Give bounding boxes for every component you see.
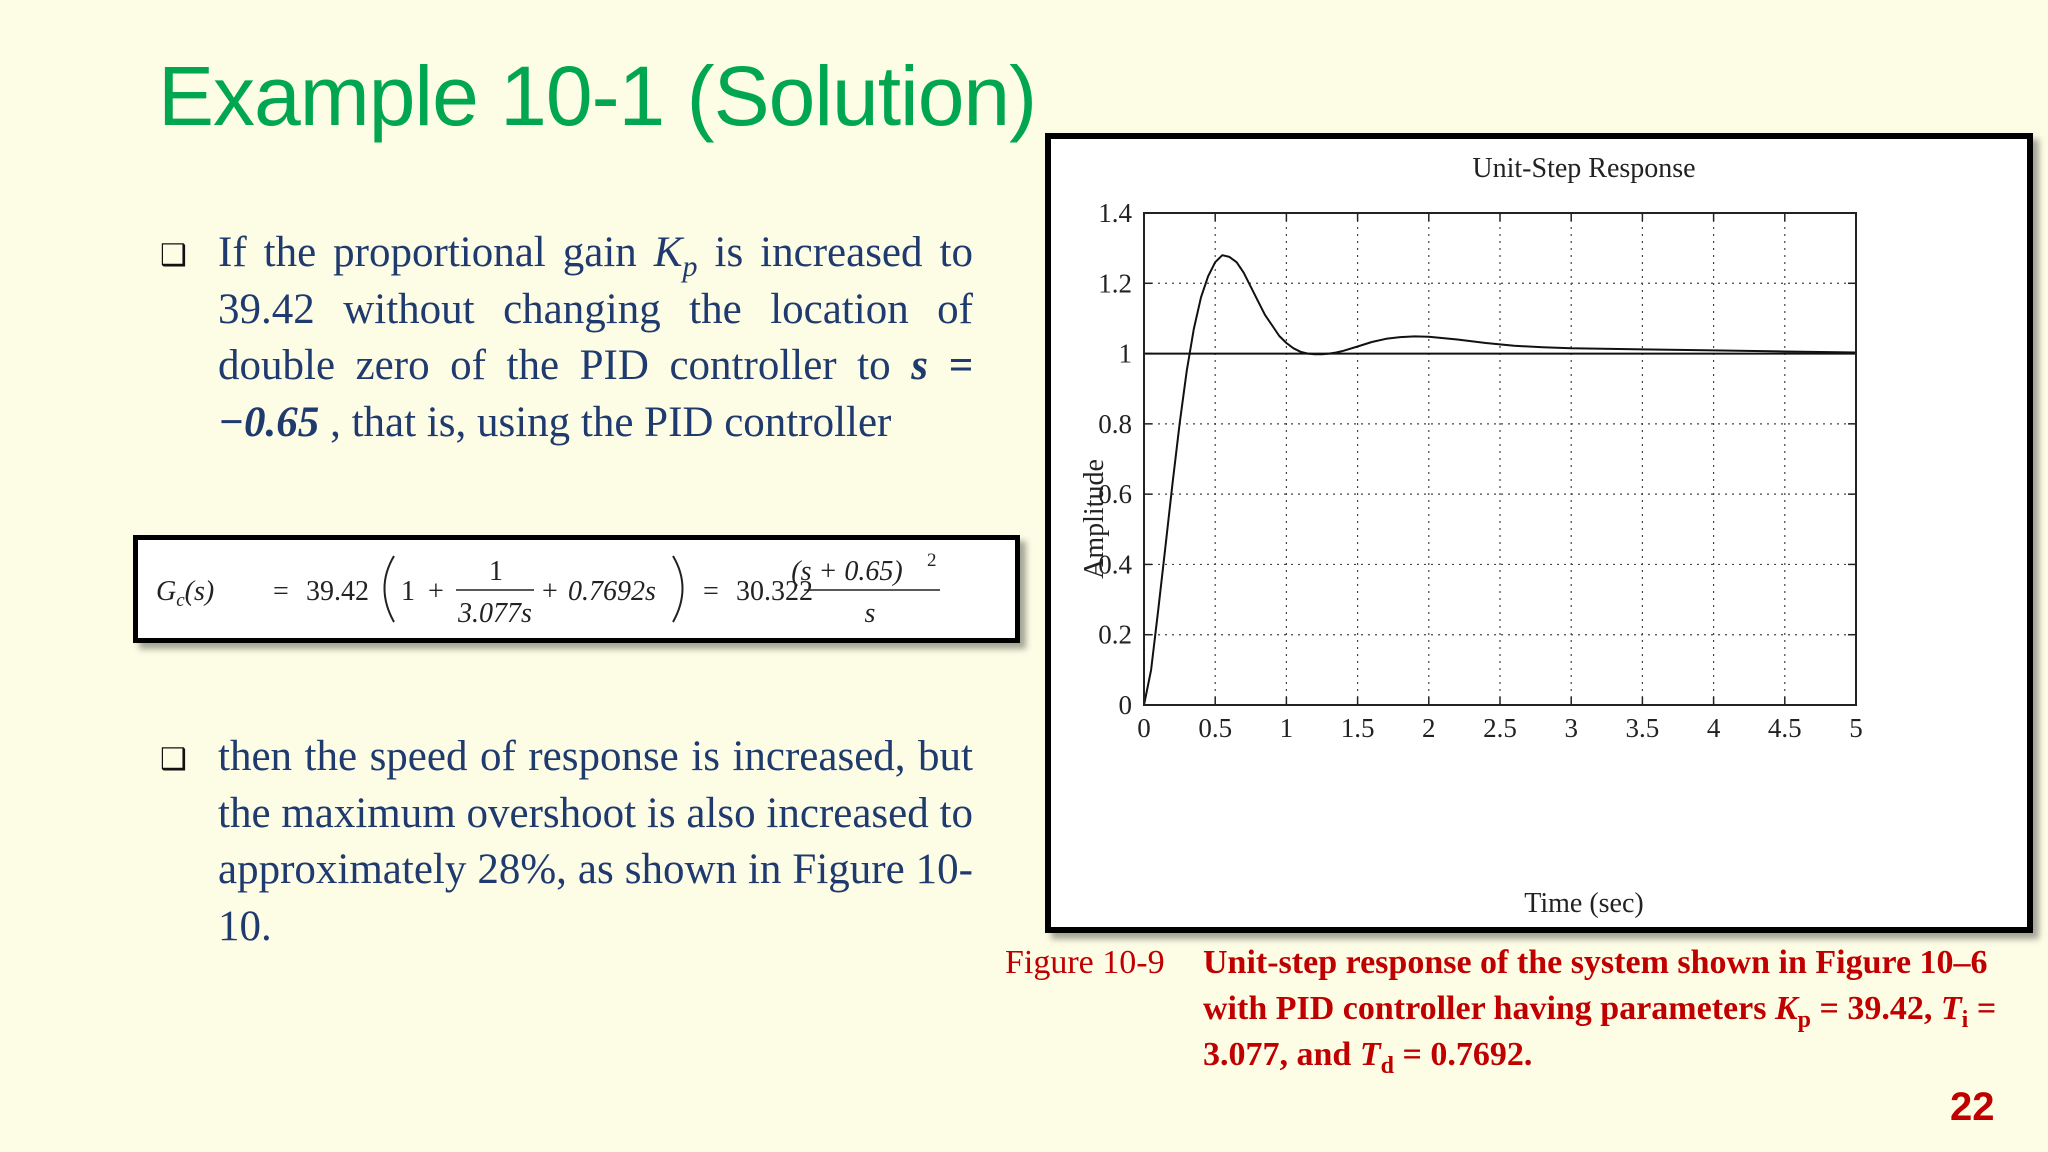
y-tick-label: 1 bbox=[1119, 339, 1133, 369]
caption-td-var: T bbox=[1359, 1036, 1381, 1073]
zero-location-math: s = −0.65 bbox=[218, 342, 973, 446]
y-tick-label: 1.2 bbox=[1098, 268, 1132, 298]
pid-equation: Gc(s) = 39.42 1 + 1 3.077s + 0.7692s = 3… bbox=[156, 550, 940, 629]
pid-equation-box: Gc(s) = 39.42 1 + 1 3.077s + 0.7692s = 3… bbox=[133, 535, 1020, 643]
eq-lhs: G bbox=[156, 576, 176, 607]
eq-frac1-num: 1 bbox=[489, 556, 503, 587]
x-tick-label: 0.5 bbox=[1198, 713, 1232, 743]
bullet1-text-c: , that is, using the PID controller bbox=[319, 398, 892, 446]
caption-text-d: = 0.7692. bbox=[1393, 1036, 1533, 1073]
x-tick-label: 1 bbox=[1280, 713, 1294, 743]
caption-text-a: Unit-step response of the system shown i… bbox=[1203, 944, 1988, 1027]
eq-gain: 39.42 bbox=[306, 576, 369, 607]
y-axis-label: Amplitude bbox=[1079, 459, 1110, 579]
x-tick-label: 3 bbox=[1564, 713, 1578, 743]
svg-text:Gc(s): Gc(s) bbox=[156, 576, 214, 611]
bullet-paragraph-2: then the speed of response is increased,… bbox=[218, 733, 973, 950]
chart-title: Unit-Step Response bbox=[1472, 153, 1695, 184]
caption-ti-var: T bbox=[1940, 990, 1962, 1027]
x-tick-label: 4 bbox=[1707, 713, 1721, 743]
y-tick-label: 1.4 bbox=[1098, 198, 1132, 228]
x-tick-label: 4.5 bbox=[1768, 713, 1802, 743]
eq-deriv-term: 0.7692s bbox=[568, 576, 656, 607]
x-tick-label: 2 bbox=[1422, 713, 1436, 743]
x-tick-label: 3.5 bbox=[1626, 713, 1660, 743]
eq-one: 1 bbox=[401, 576, 415, 607]
eq-frac1-den: 3.077s bbox=[457, 598, 532, 629]
caption-ti-sub: i bbox=[1961, 1007, 1969, 1033]
eq-equals-2: = bbox=[703, 576, 719, 607]
eq-gain-2: 30.322 bbox=[736, 576, 813, 607]
square-bullet-icon: ❑ bbox=[160, 238, 187, 273]
page-number: 22 bbox=[1950, 1085, 1995, 1129]
eq-frac2-exp: 2 bbox=[927, 550, 937, 571]
square-bullet-icon: ❑ bbox=[160, 742, 187, 777]
eq-lhs-arg: (s) bbox=[185, 576, 215, 607]
x-tick-label: 5 bbox=[1849, 713, 1863, 743]
y-tick-label: 0.8 bbox=[1098, 409, 1132, 439]
y-tick-label: 0.4 bbox=[1098, 549, 1132, 579]
caption-label: Figure 10-9 bbox=[1005, 944, 1165, 981]
eq-equals-1: = bbox=[273, 576, 289, 607]
x-axis-label: Time (sec) bbox=[1524, 888, 1644, 919]
eq-right-paren bbox=[672, 555, 684, 623]
caption-td-sub: d bbox=[1380, 1053, 1394, 1079]
y-tick-label: 0.6 bbox=[1098, 479, 1132, 509]
bullet1-text-a: If the proportional gain bbox=[218, 229, 654, 276]
bullet1-text-b: is increased to 39.42 without changing t… bbox=[218, 229, 973, 389]
y-tick-label: 0 bbox=[1119, 690, 1133, 720]
eq-frac2-den: s bbox=[865, 598, 876, 629]
eq-plus-2: + bbox=[542, 576, 558, 607]
x-tick-label: 2.5 bbox=[1483, 713, 1517, 743]
caption-text-b: = 39.42, bbox=[1811, 990, 1941, 1027]
caption-body: Unit-step response of the system shown i… bbox=[1203, 940, 2023, 1078]
step-response-line bbox=[1143, 254, 1857, 706]
eq-lhs-sub: c bbox=[176, 590, 185, 611]
unit-step-response-chart: Unit-Step Response 0 0.5 1 1.5 2 2.5 3 3.5 4 4.5 5… bbox=[1045, 133, 2033, 933]
bullet-paragraph-1: If the proportional gain Kp is increased… bbox=[218, 225, 973, 451]
slide-title: Example 10-1 (Solution) bbox=[158, 49, 1037, 143]
y-tick-label: 0.2 bbox=[1098, 620, 1132, 650]
kp-subscript: p bbox=[682, 250, 698, 283]
kp-variable: K bbox=[653, 229, 683, 276]
plot-frame bbox=[1143, 212, 1857, 706]
eq-plus-1: + bbox=[428, 576, 444, 607]
caption-kp-sub: p bbox=[1797, 1007, 1812, 1033]
x-tick-label: 0 bbox=[1137, 713, 1151, 743]
chart-svg: Unit-Step Response 0 0.5 1 1.5 2 2.5 3 3.5 4 4.5 5… bbox=[1079, 153, 1863, 919]
caption-text-c: = 3.077, and bbox=[1203, 990, 1997, 1073]
eq-frac2-num: (s + 0.65) bbox=[791, 556, 902, 587]
x-tick-label: 1.5 bbox=[1341, 713, 1375, 743]
eq-left-paren bbox=[383, 555, 395, 623]
caption-kp-var: K bbox=[1774, 990, 1798, 1027]
